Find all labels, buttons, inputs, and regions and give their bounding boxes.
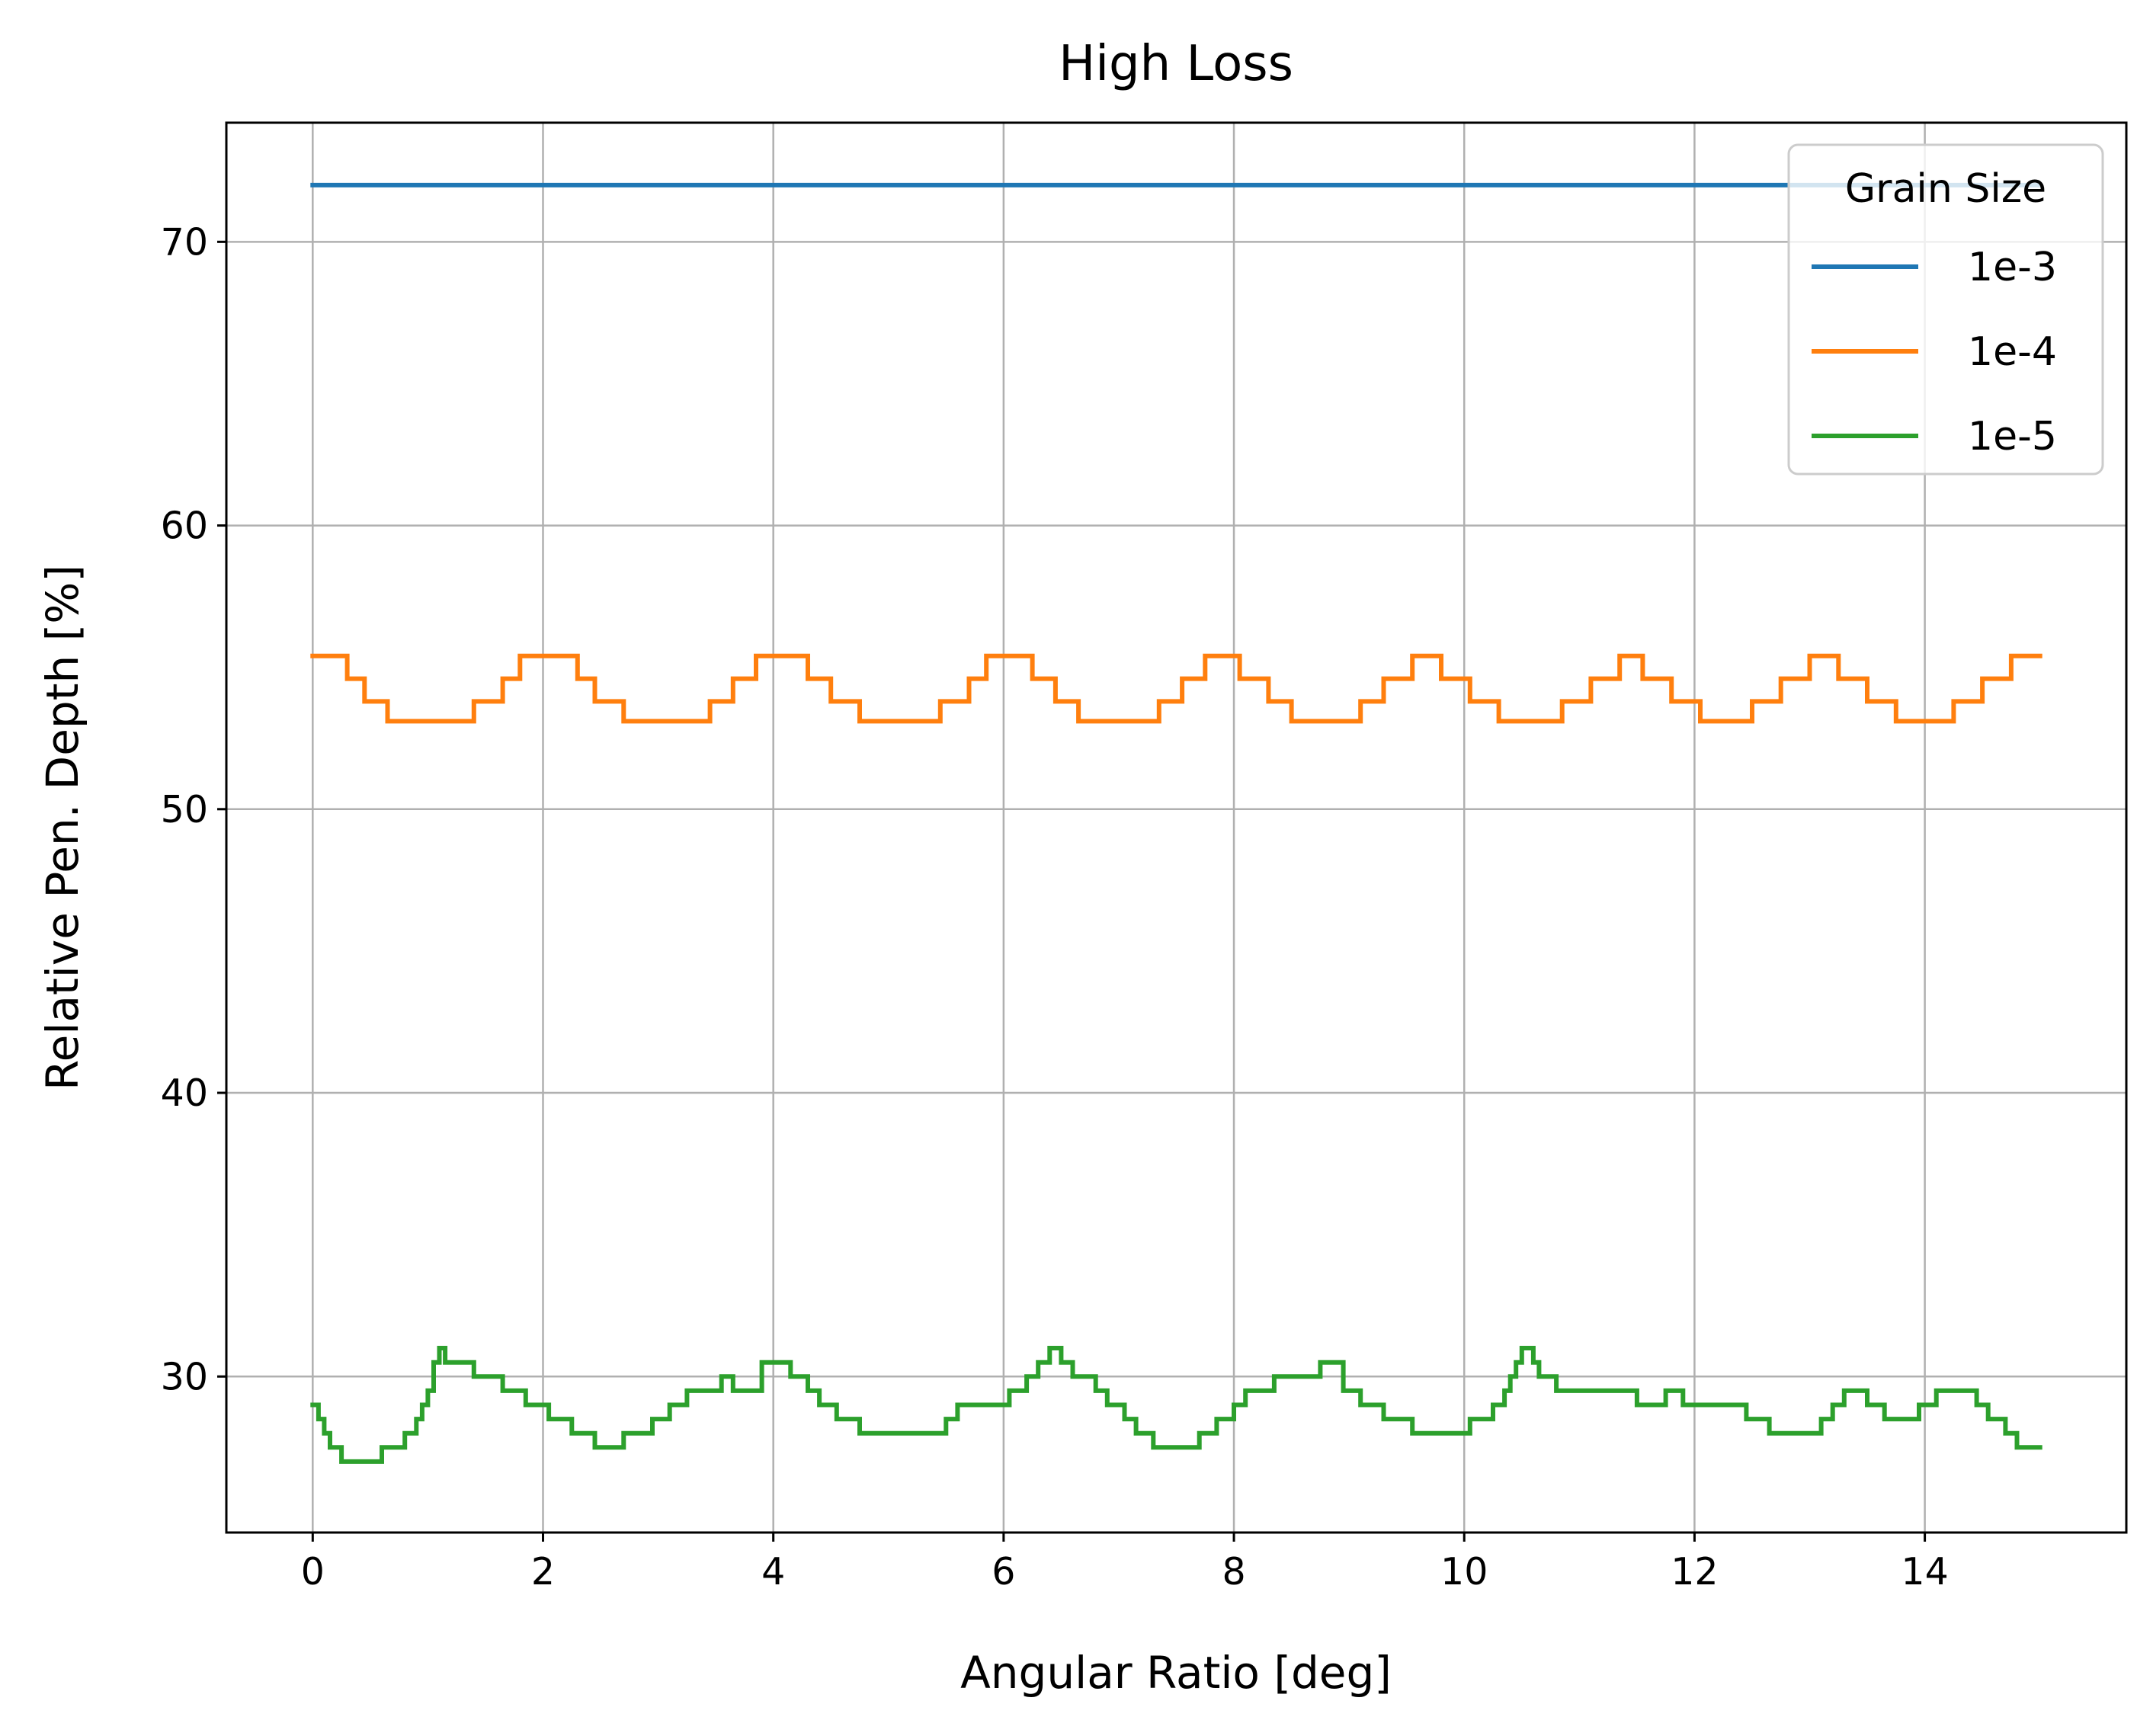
y-axis-title: Relative Pen. Depth [%]	[37, 565, 88, 1091]
series-lines	[310, 182, 2042, 1464]
legend-label-1e-3: 1e-3	[1968, 245, 2057, 290]
legend: Grain Size 1e-3 1e-4 1e-5	[1787, 143, 2104, 476]
series-line-1e-5	[310, 1346, 2042, 1464]
plot-frame	[225, 121, 2128, 1534]
x-tick-label: 14	[1901, 1550, 1948, 1593]
legend-entries: 1e-3 1e-4 1e-5	[1812, 245, 2057, 460]
chart-title: High Loss	[1059, 36, 1293, 92]
y-tick-label: 50	[161, 788, 208, 831]
legend-label-1e-4: 1e-4	[1968, 329, 2057, 375]
legend-box	[1787, 143, 2104, 476]
axis-ticks: 0 2 4 6 8 10 12 14 30 40 50 60 70	[161, 220, 1949, 1593]
x-tick-label: 6	[992, 1550, 1015, 1593]
y-tick-label: 30	[161, 1355, 208, 1398]
x-tick-label: 2	[531, 1550, 555, 1593]
x-tick-label: 0	[301, 1550, 325, 1593]
y-tick-label: 40	[161, 1071, 208, 1115]
x-tick-label: 12	[1671, 1550, 1718, 1593]
y-tick-label: 60	[161, 504, 208, 548]
y-tick-label: 70	[161, 220, 208, 264]
x-axis-title: Angular Ratio [deg]	[960, 1647, 1392, 1699]
x-tick-label: 10	[1440, 1550, 1488, 1593]
x-tick-label: 8	[1222, 1550, 1245, 1593]
legend-label-1e-5: 1e-5	[1968, 414, 2057, 460]
legend-title: Grain Size	[1845, 166, 2046, 212]
x-tick-label: 4	[761, 1550, 785, 1593]
series-line-1e-4	[310, 653, 2042, 724]
